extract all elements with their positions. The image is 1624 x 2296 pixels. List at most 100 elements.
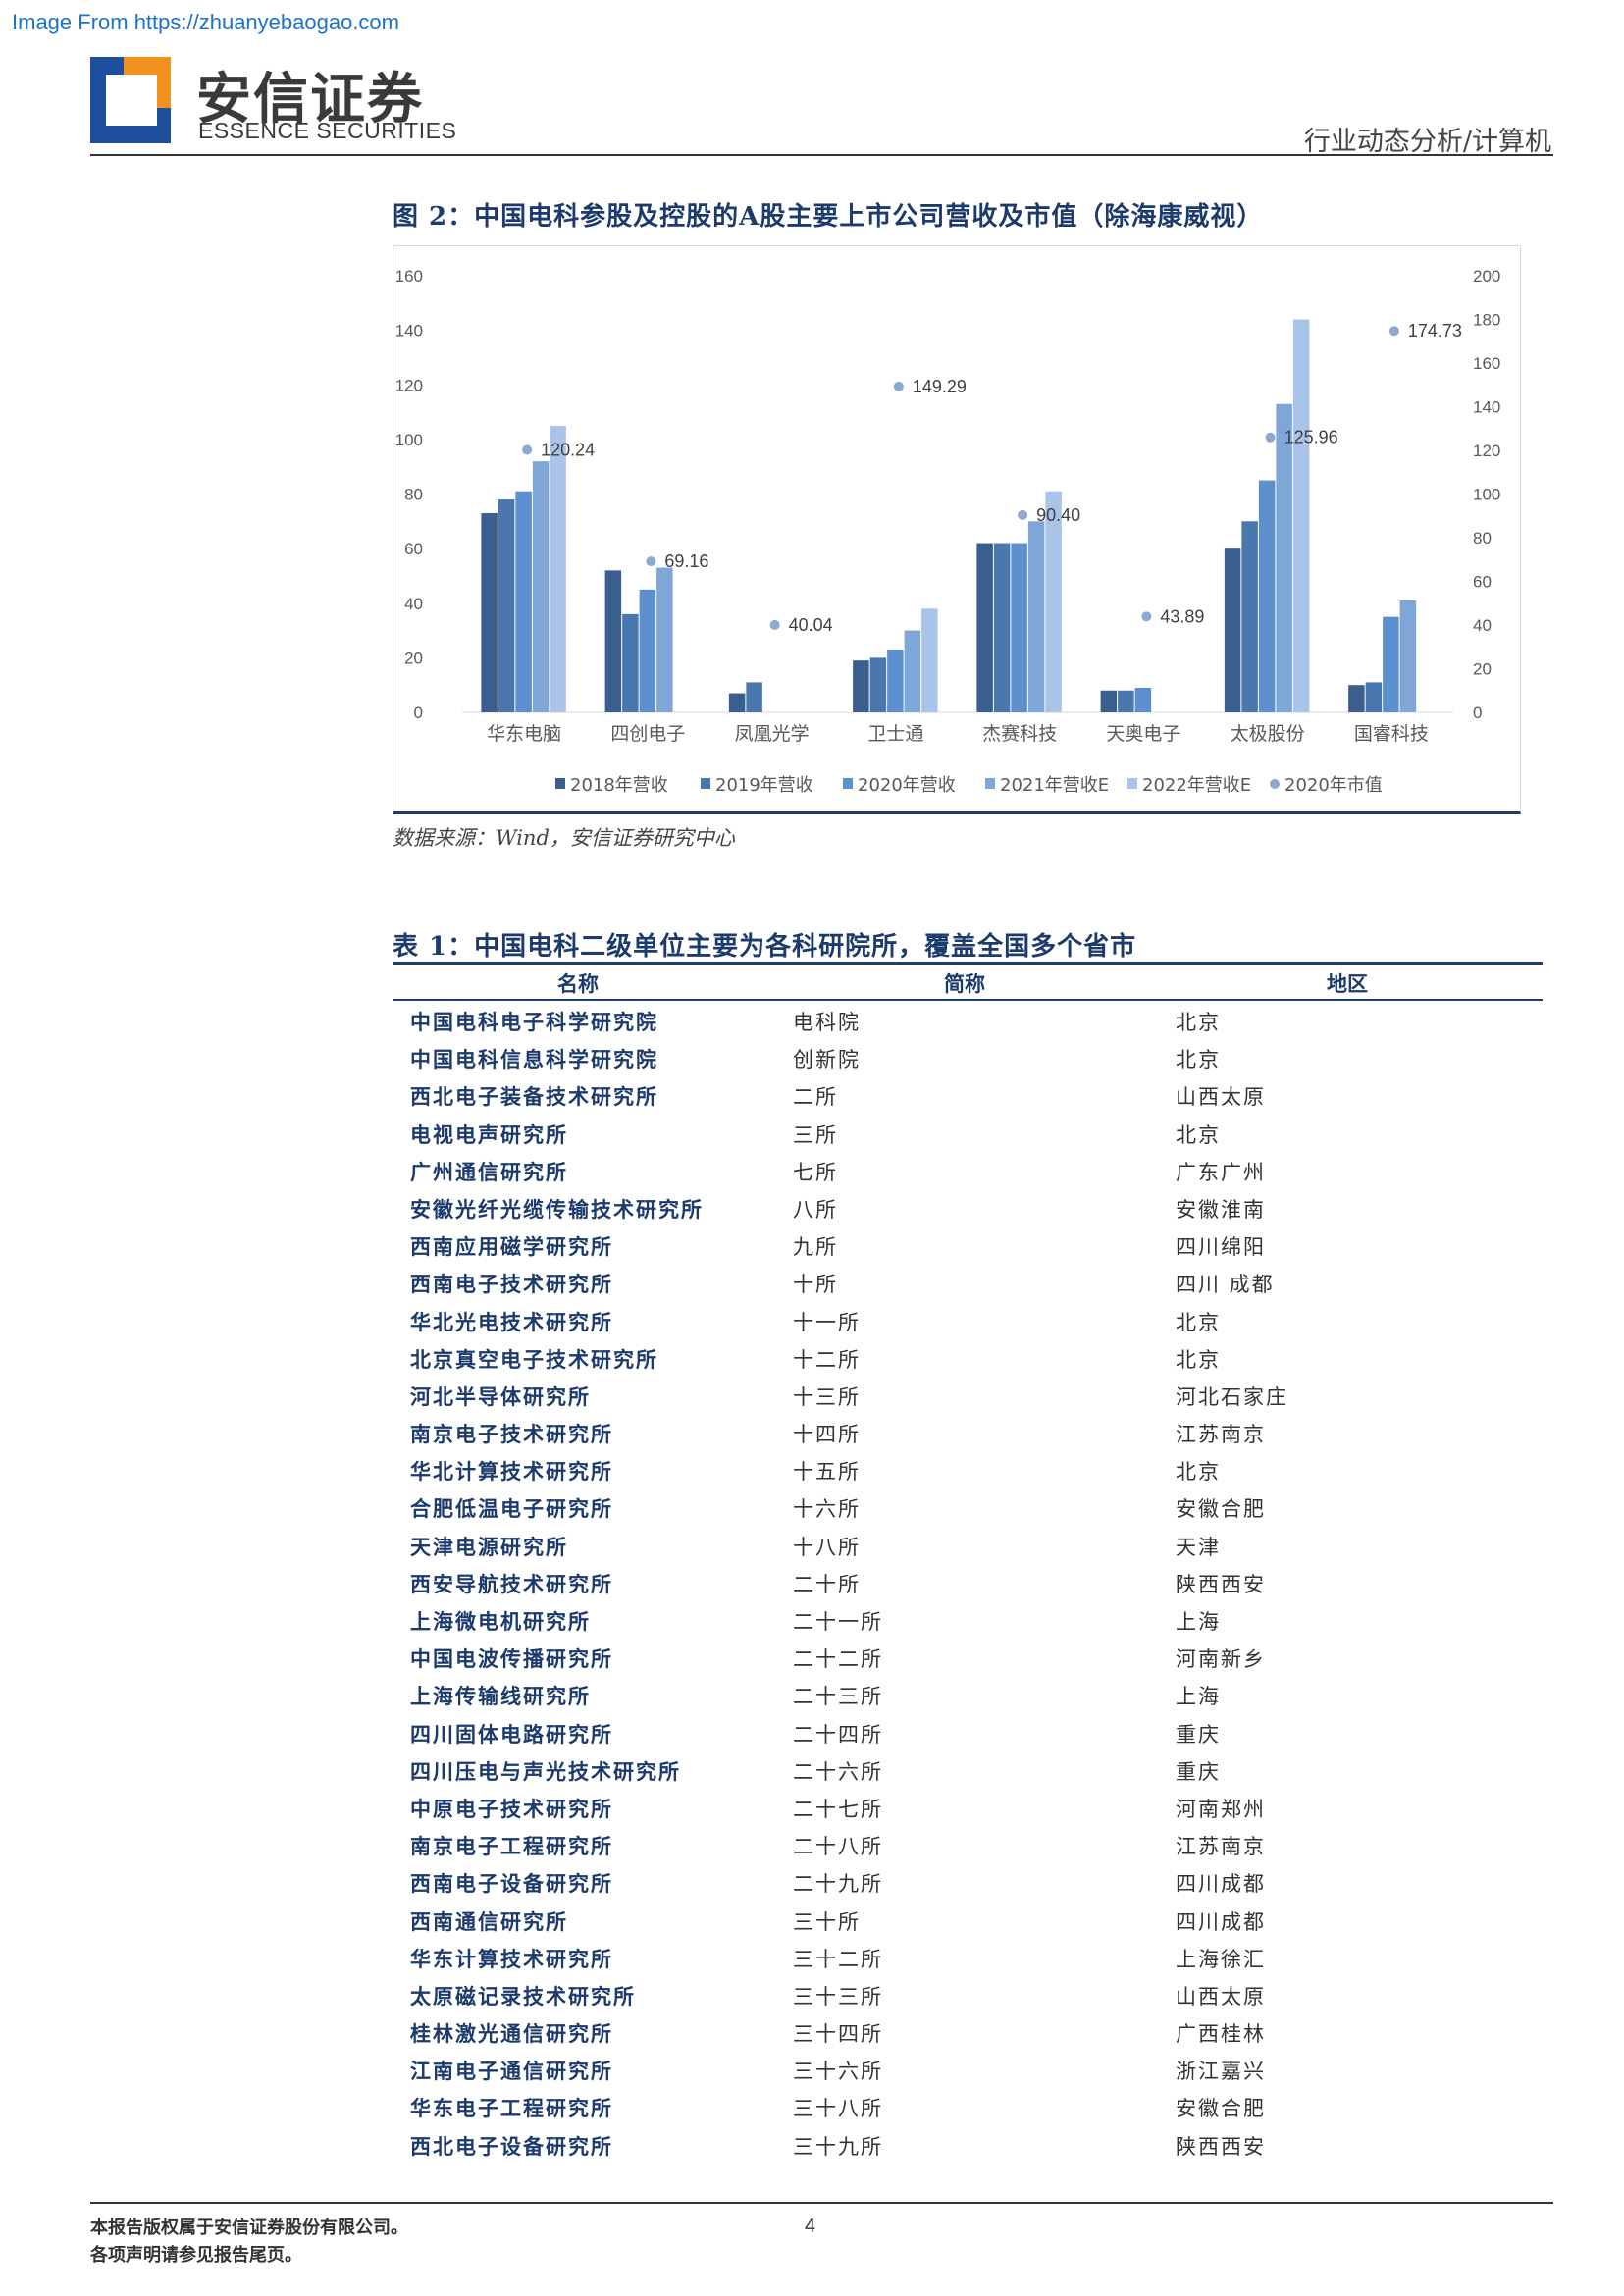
institute-name: 南京电子工程研究所 [410,1834,613,1859]
institute-region: 安徽淮南 [1176,1197,1266,1222]
institute-abbr: 九所 [793,1235,838,1260]
institute-abbr: 七所 [793,1160,838,1184]
institute-name: 西安导航技术研究所 [410,1571,613,1596]
table-row: 西北电子装备技术研究所 二所 山西太原 [393,1075,1543,1113]
institute-region: 陕西西安 [1176,2134,1266,2159]
institute-abbr: 十三所 [793,1384,861,1409]
table-row: 合肥低温电子研究所 十六所 安徽合肥 [393,1487,1543,1525]
market-cap-point [646,556,656,567]
legend-label: 2021年营收E [1000,775,1109,796]
chart-canvas: 0 20 40 60 80 100 120 140 160 0 20 40 60 80 100 120 140 1… [395,267,1501,796]
table-row: 南京电子技术研究所 十四所 江苏南京 [393,1413,1543,1450]
bar [1276,403,1292,712]
data-label: 120.24 [541,440,595,459]
market-cap-point [1018,509,1028,520]
institute-region: 四川成都 [1176,1872,1266,1897]
essence-logo-icon [90,57,171,143]
y-left-tick-label: 100 [395,431,423,449]
legend-marker [701,778,710,789]
y-right-tick-label: 100 [1473,486,1500,504]
footer-copyright: 本报告版权属于安信证券股份有限公司。 [90,2218,408,2238]
market-cap-point [1388,326,1399,337]
institute-name: 中原电子技术研究所 [410,1796,613,1821]
bar [1100,690,1118,712]
y-right-tick-label: 80 [1473,529,1492,548]
bar [746,682,762,712]
x-tick-label: 凤凰光学 [735,723,810,745]
bar [604,570,622,712]
institute-name: 中国电科电子科学研究院 [410,1010,658,1034]
table-row: 西南通信研究所 三十所 四川成都 [393,1901,1543,1938]
table-row: 安徽光纤光缆传输技术研究所 八所 安徽淮南 [393,1188,1543,1226]
table-row: 西南电子设备研究所 二十九所 四川成都 [393,1862,1543,1900]
institute-region: 河南新乡 [1176,1647,1266,1672]
bar [622,613,639,712]
table-row: 北京真空电子技术研究所 十二所 北京 [393,1338,1543,1376]
table-row: 江南电子通信研究所 三十六所 浙江嘉兴 [393,2050,1543,2087]
y-right-tick-label: 120 [1473,442,1500,460]
institute-name: 华北计算技术研究所 [410,1459,613,1485]
institute-abbr: 三十四所 [793,2022,883,2047]
institute-name: 西南电子设备研究所 [410,1871,613,1897]
institute-name: 江南电子通信研究所 [410,2059,613,2084]
institute-abbr: 二十八所 [793,1835,883,1859]
x-tick-label: 卫士通 [867,723,923,745]
y-left-tick-label: 40 [404,595,423,613]
institute-name: 南京电子技术研究所 [410,1422,613,1447]
institute-region: 安徽合肥 [1176,2097,1266,2121]
watermark-link[interactable]: Image From https://zhuanyebaogao.com [12,10,399,34]
bar [1399,600,1417,712]
institute-name: 广州通信研究所 [410,1159,568,1184]
institute-abbr: 三十二所 [793,1947,883,1971]
market-cap-point [522,444,533,455]
y-left-tick-label: 60 [404,540,423,558]
institute-region: 山西太原 [1176,1984,1266,2009]
institute-region: 山西太原 [1176,1085,1266,1110]
institute-abbr: 三所 [793,1122,838,1147]
x-tick-label: 太极股份 [1231,723,1305,745]
revenue-chart: 0 20 40 60 80 100 120 140 160 0 20 40 60 80 100 120 140 1… [393,245,1521,814]
bar [532,461,550,712]
institute-abbr: 二所 [793,1085,838,1110]
institute-name: 天津电源研究所 [410,1534,568,1559]
institute-abbr: 二十一所 [793,1610,883,1634]
table-row: 中国电科信息科学研究院 创新院 北京 [393,1038,1543,1075]
y-left-tick-label: 160 [395,267,423,286]
figure-title: 图 2：中国电科参股及控股的A股主要上市公司营收及市值（除海康威视） [393,202,1264,232]
bar [1383,616,1399,712]
footer-divider [90,2202,1553,2204]
institute-name: 西南通信研究所 [410,1908,568,1934]
institute-region: 陕西西安 [1176,1572,1266,1596]
institutes-table: 名称 简称 地区 中国电科电子科学研究院 电科院 北京 中国电科信息科学研究院 创新院北… [393,962,1543,2163]
institute-name: 西北电子装备技术研究所 [410,1084,658,1110]
institute-region: 北京 [1176,1011,1221,1034]
institute-abbr: 三十三所 [793,1984,883,2009]
legend-marker [1270,779,1280,789]
bar [656,567,673,712]
institute-name: 华东计算技术研究所 [410,1946,613,1971]
institute-region: 上海徐汇 [1176,1947,1266,1971]
table-row: 中国电科电子科学研究院 电科院 北京 [393,1001,1543,1038]
institute-abbr: 十一所 [793,1310,861,1334]
legend-marker [843,778,853,789]
institute-region: 北京 [1176,1122,1221,1147]
institute-region: 河北石家庄 [1176,1384,1288,1409]
institute-name: 四川固体电路研究所 [410,1721,613,1747]
bar [1348,685,1365,712]
data-label: 90.40 [1036,505,1080,525]
institute-region: 广西桂林 [1176,2022,1266,2047]
legend-label: 2020年营收 [858,775,956,796]
bar [1134,687,1152,712]
table-row: 桂林激光通信研究所 三十四所 广西桂林 [393,2012,1543,2050]
y-right-tick-label: 20 [1473,660,1492,679]
table-row: 四川固体电路研究所 二十四所 重庆 [393,1713,1543,1750]
market-cap-point [1141,611,1152,622]
page-number: 4 [805,2216,816,2237]
legend-marker [985,778,995,789]
institute-region: 上海 [1176,1685,1221,1709]
bar [639,589,656,712]
institute-region: 北京 [1176,1310,1221,1334]
market-cap-point [1265,432,1276,443]
bar [1241,521,1258,712]
table-row: 中原电子技术研究所 二十七所 河南郑州 [393,1788,1543,1825]
